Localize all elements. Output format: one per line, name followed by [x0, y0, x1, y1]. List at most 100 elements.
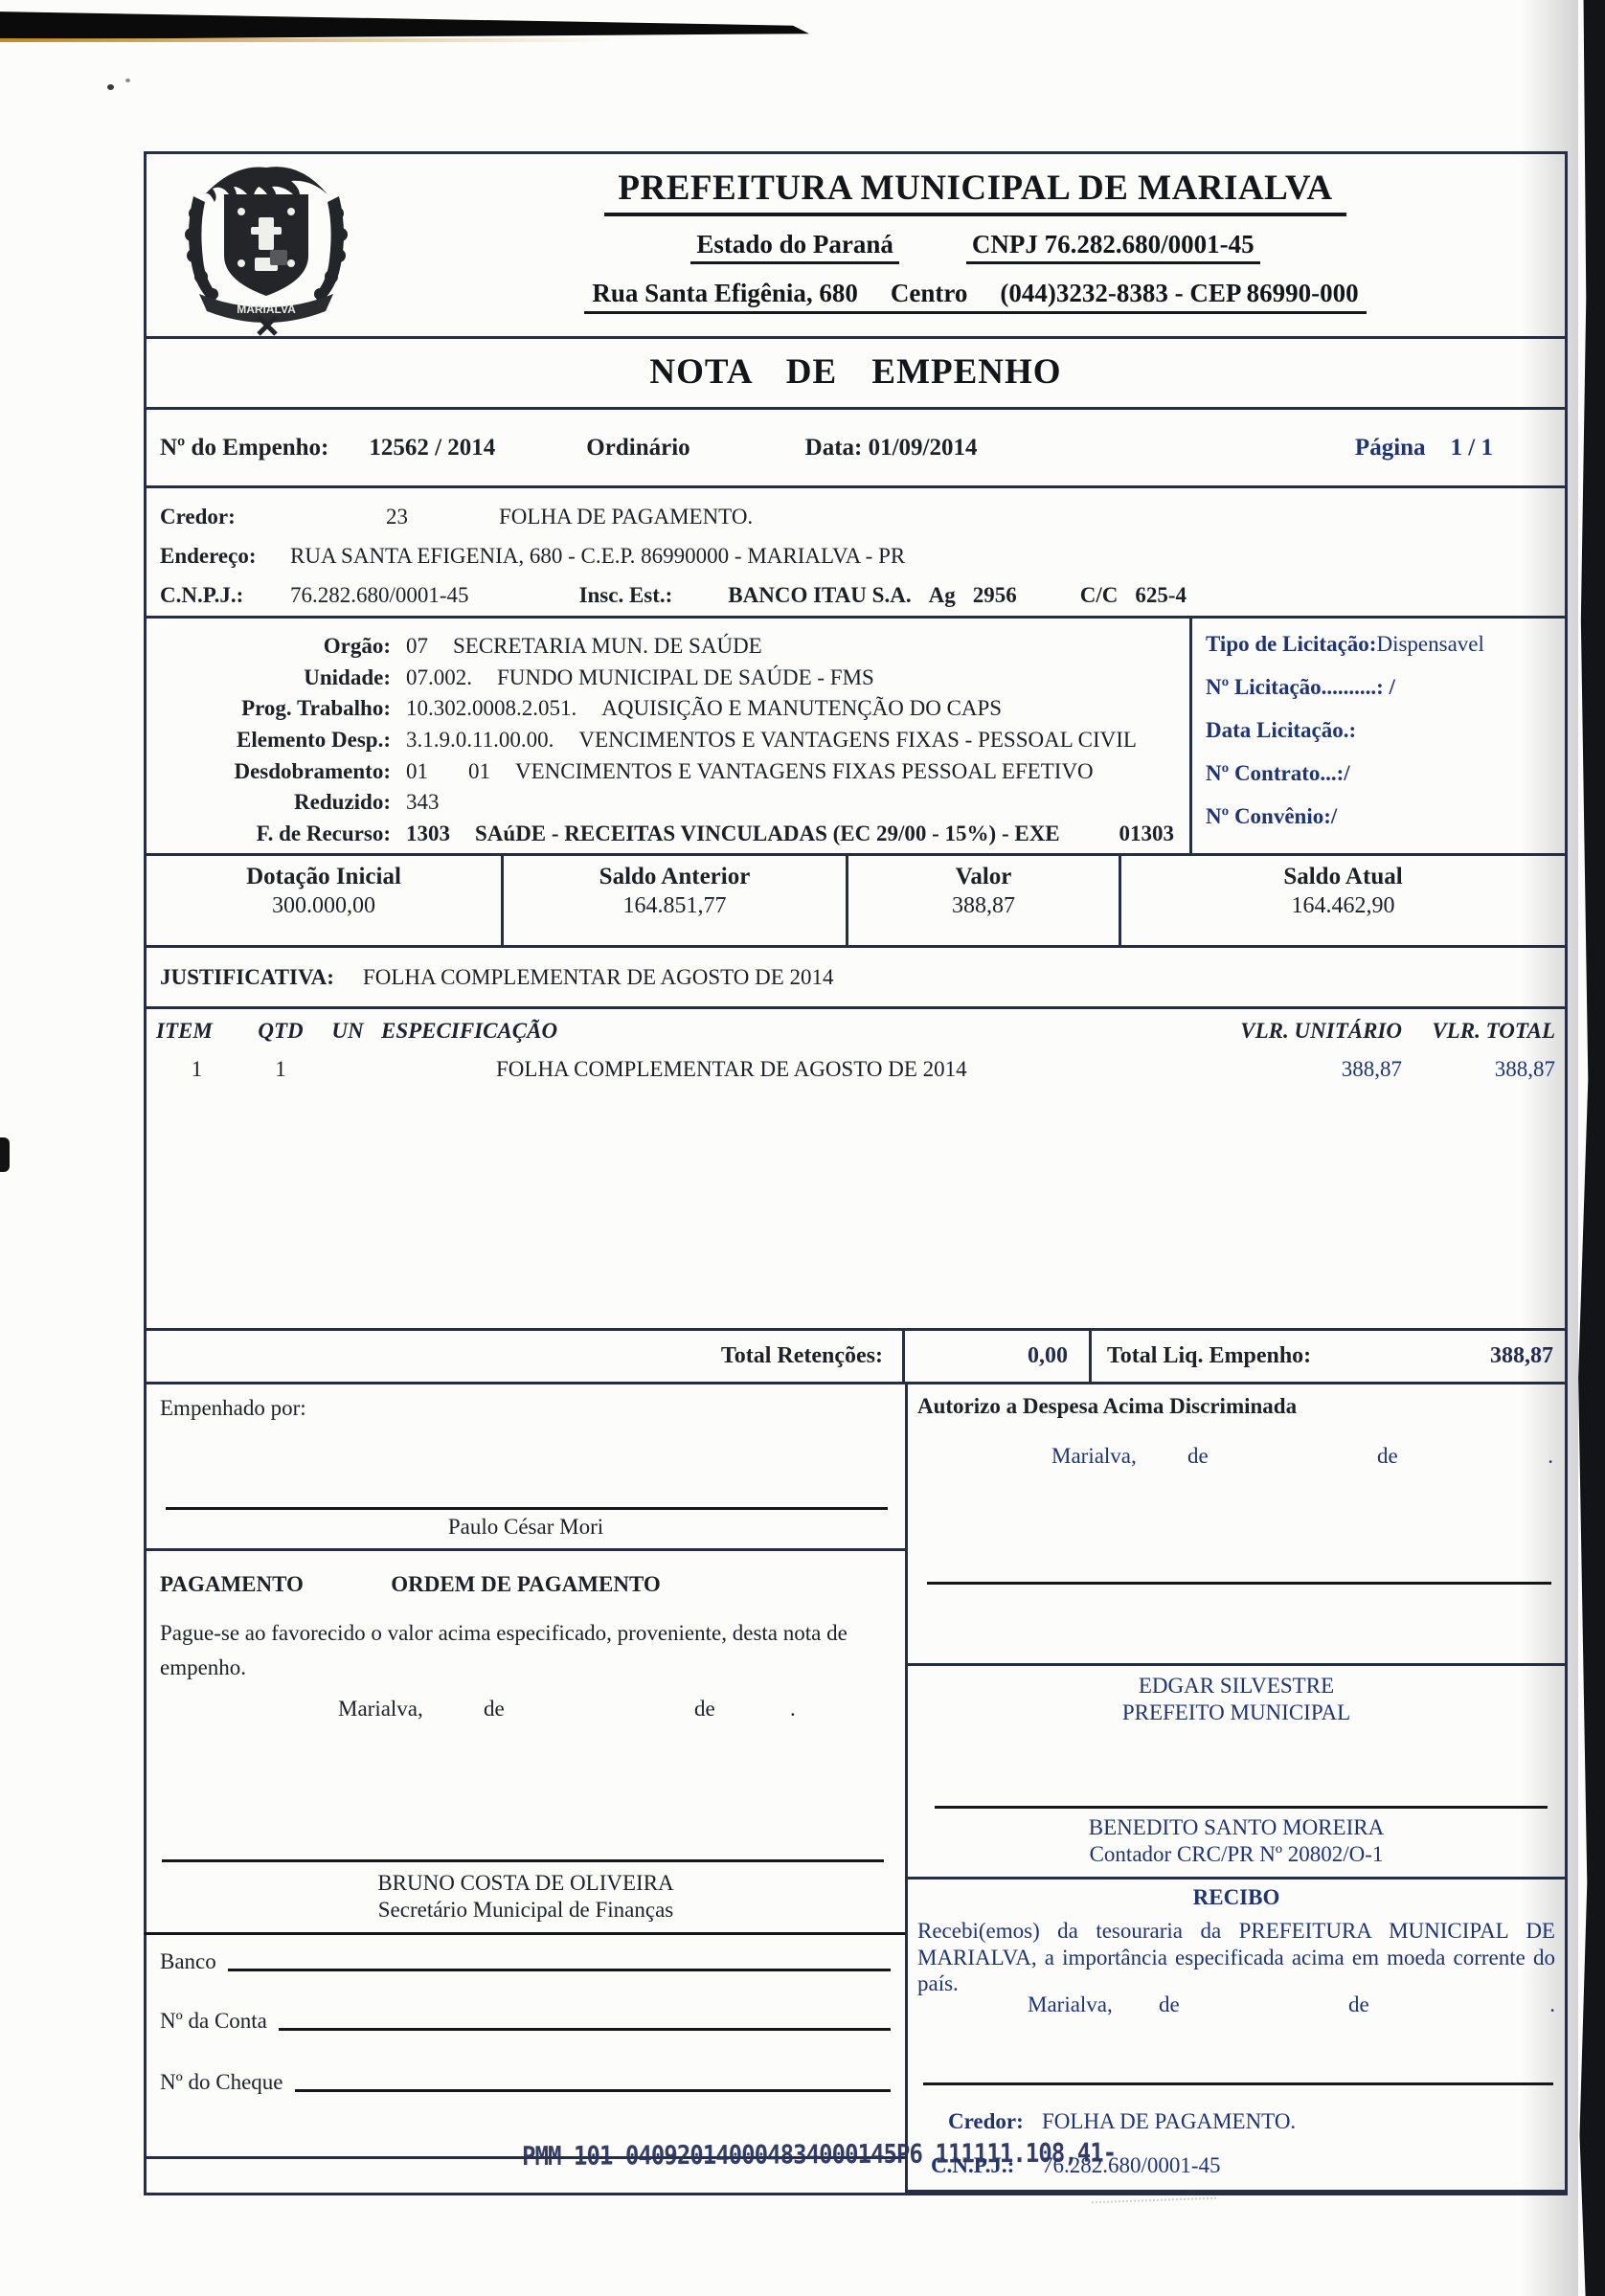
empenhado-signer-name: Paulo César Mori — [447, 1515, 604, 1539]
row-code: 07 — [406, 634, 428, 659]
creditor-name: FOLHA DE PAGAMENTO. — [499, 504, 754, 529]
row-code: 3.1.9.0.11.00.00. — [406, 728, 554, 753]
justification-row: JUSTIFICATIVA: FOLHA COMPLEMENTAR DE AGO… — [147, 948, 1565, 1009]
dot: . — [790, 1697, 796, 1721]
header-phone-cep: (044)3232-8383 - CEP 86990-000 — [1000, 279, 1359, 307]
header-address: Rua Santa Efigênia, 680 — [592, 279, 858, 307]
agency-value: 2956 — [972, 582, 1017, 607]
document-title: NOTA DE EMPENHO — [649, 352, 1062, 392]
empenho-number-label: Nº do Empenho: — [160, 434, 329, 461]
marialva-coat-of-arms-icon: MARIALVA — [185, 167, 348, 336]
recibo-cnpj-value: 76.282.680/0001-45 — [1042, 2153, 1221, 2177]
recibo-credor-label: Credor: — [948, 2109, 1024, 2133]
account-label: C/C — [1079, 582, 1119, 607]
pagamento-cell: PAGAMENTO ORDEM DE PAGAMENTO Pague-se ao… — [144, 1551, 908, 2156]
creditor-cnpj: 76.282.680/0001-45 — [290, 582, 469, 607]
autorizo-title: Autorizo a Despesa Acima Discriminada — [917, 1394, 1298, 1418]
creditor-block: Credor: 23 FOLHA DE PAGAMENTO. Endereço:… — [147, 488, 1565, 619]
recibo-cell: RECIBO Recebi(emos) da tesouraria da PRE… — [908, 1880, 1565, 2193]
total-liquido-value: 388,87 — [1490, 1343, 1553, 1368]
budget-row-reduzido: Reduzido: 343 — [147, 787, 1189, 819]
creditor-address-label: Endereço: — [160, 543, 257, 568]
licitacao-data: Data Licitação.: — [1206, 718, 1357, 742]
row-code: 10.302.0008.2.051. — [406, 696, 577, 721]
de: de — [484, 1697, 505, 1721]
amount-value: 300.000,00 — [272, 893, 375, 918]
de: de — [1377, 1444, 1398, 1468]
col-item: ITEM — [156, 1019, 213, 1043]
row-code: 01 — [406, 758, 428, 783]
left-signature-column: Empenhado por: Paulo César Mori PAGAMENT… — [144, 1384, 908, 2159]
page-value: 1 / 1 — [1450, 434, 1493, 461]
row-label: F. de Recurso: — [256, 821, 391, 845]
row-label: Prog. Trabalho: — [241, 696, 391, 721]
header-line-3: Rua Santa Efigênia, 680 Centro (044)3232… — [584, 279, 1367, 314]
de: de — [694, 1697, 715, 1721]
row-code-2: 01 — [468, 758, 490, 783]
amount-value: 164.851,77 — [622, 893, 727, 918]
insc-est-label: Insc. Est.: — [578, 582, 673, 607]
banco-field: Banco — [160, 1949, 891, 1974]
contador-title: Contador CRC/PR Nº 20802/O-1 — [1089, 1842, 1384, 1866]
justification-label: JUSTIFICATIVA: — [160, 964, 334, 989]
machine-validation-stamp: PMM 101 040920140004834000145P6 111111.1… — [522, 2138, 1117, 2172]
document-header: MARIALVA PREFEITURA MUNICIPAL DE MARIALV… — [147, 154, 1565, 339]
secretario-title: Secretário Municipal de Finanças — [377, 1898, 674, 1922]
amount-saldo-anterior: Saldo Anterior 164.851,77 — [501, 856, 846, 945]
amount-dotacao-inicial: Dotação Inicial 300.000,00 — [147, 856, 501, 945]
header-district: Centro — [890, 279, 968, 307]
header-cnpj: CNPJ 76.282.680/0001-45 — [965, 230, 1260, 264]
city: Marialva, — [1051, 1444, 1137, 1468]
right-signature-column: Autorizo a Despesa Acima Discriminada Ma… — [905, 1384, 1565, 2193]
signature-line — [923, 2082, 1553, 2085]
conta-blank-line — [278, 2028, 891, 2031]
budget-row-desdobramento: Desdobramento: 01 01 VENCIMENTOS E VANTA… — [147, 755, 1189, 787]
municipality-logo: MARIALVA — [147, 154, 386, 336]
recibo-credor-value: FOLHA DE PAGAMENTO. — [1042, 2109, 1297, 2133]
creditor-code: 23 — [386, 504, 408, 529]
licitacao-contrato: Nº Contrato...:/ — [1206, 761, 1350, 785]
amount-saldo-atual: Saldo Atual 164.462,90 — [1119, 856, 1565, 945]
row-label: Desdobramento: — [234, 758, 391, 783]
prefeito-name: EDGAR SILVESTRE — [1138, 1674, 1335, 1698]
page-indicator: Página 1 / 1 — [1355, 435, 1493, 461]
amount-header: Valor — [955, 864, 1012, 889]
amount-header: Dotação Inicial — [246, 864, 401, 889]
row-label: Unidade: — [304, 664, 391, 689]
empenhado-label: Empenhado por: — [160, 1396, 306, 1420]
agency-label: Ag — [928, 582, 956, 607]
scan-speck — [107, 84, 114, 90]
col-especificacao: ESPECIFICAÇÃO — [381, 1019, 558, 1043]
header-line-2: Estado do Paraná CNPJ 76.282.680/0001-45 — [690, 230, 1260, 264]
scan-speck — [0, 1137, 10, 1172]
licitacao-numero: Nº Licitação..........: / — [1206, 675, 1395, 699]
licitacao-panel: Tipo de Licitação:Dispensavel Nº Licitaç… — [1189, 619, 1565, 853]
amount-valor: Valor 388,87 — [846, 856, 1119, 945]
budget-row-prog-trabalho: Prog. Trabalho: 10.302.0008.2.051. AQUIS… — [147, 693, 1189, 725]
creditor-cnpj-row: C.N.P.J.: 76.282.680/0001-45 Insc. Est.:… — [147, 575, 1565, 615]
item-row: 1 1 FOLHA COMPLEMENTAR DE AGOSTO DE 2014… — [147, 1057, 1565, 1082]
row-desc: SECRETARIA MUN. DE SAÚDE — [453, 634, 762, 659]
nota-de-empenho-document: MARIALVA PREFEITURA MUNICIPAL DE MARIALV… — [144, 151, 1568, 2195]
empenho-number-row: Nº do Empenho: 12562 / 2014 Ordinário Da… — [147, 410, 1565, 488]
scan-speck — [125, 79, 130, 82]
total-liquido-label: Total Liq. Empenho: — [1107, 1343, 1312, 1368]
bank-name: BANCO ITAU S.A. — [728, 582, 912, 607]
scan-artifact-right-shadow — [1521, 0, 1578, 2296]
prefeito-title: PREFEITO MUNICIPAL — [1121, 1700, 1351, 1724]
banco-blank-line — [227, 1969, 891, 1971]
item-unit-value: 388,87 — [1341, 1057, 1402, 1081]
de: de — [1159, 1992, 1180, 2016]
budget-classification-block: Orgão: 07 SECRETARIA MUN. DE SAÚDE Unida… — [147, 619, 1565, 856]
licitacao-tipo-label: Tipo de Licitação: — [1206, 632, 1377, 656]
row-label: Reduzido: — [294, 790, 391, 815]
budget-row-unidade: Unidade: 07.002. FUNDO MUNICIPAL DE SAÚD… — [147, 663, 1189, 694]
cheque-blank-line — [294, 2089, 891, 2092]
city: Marialva, — [338, 1697, 423, 1721]
page-label: Página — [1354, 434, 1426, 461]
item-total-value: 388,87 — [1494, 1057, 1555, 1081]
city: Marialva, — [1028, 1992, 1113, 2016]
row-desc: VENCIMENTOS E VANTAGENS FIXAS PESSOAL EF… — [515, 758, 1094, 783]
amount-value: 388,87 — [952, 893, 1015, 918]
